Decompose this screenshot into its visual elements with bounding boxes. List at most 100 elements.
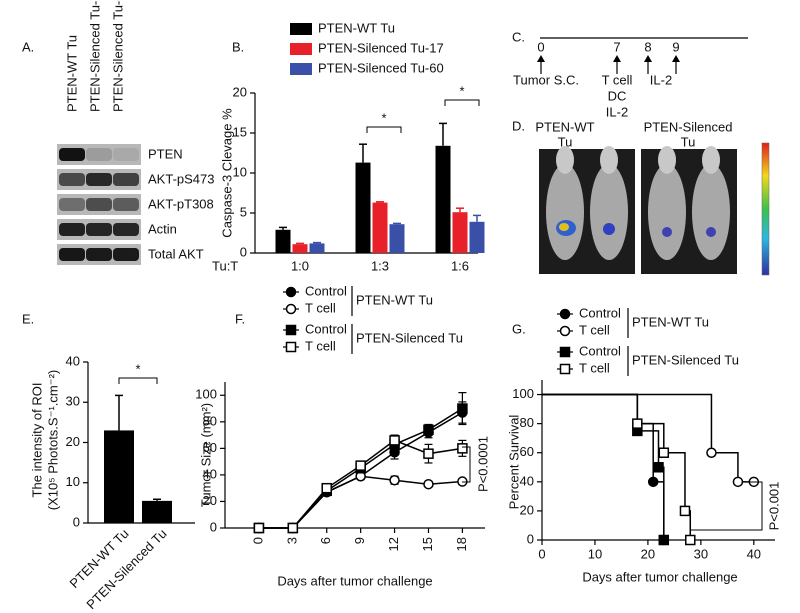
y-tick-label: 0	[73, 514, 80, 529]
blot-label: Actin	[148, 221, 177, 236]
arrow-head	[613, 55, 621, 62]
point	[653, 462, 664, 473]
y-tick-label: 0	[527, 531, 534, 546]
legend-label: PTEN-WT Tu	[318, 20, 395, 35]
panel-label: F.	[235, 311, 245, 326]
bar	[104, 430, 134, 523]
significance-bracket	[118, 377, 158, 384]
mouse-body	[590, 164, 628, 260]
x-tick-label: 0	[250, 537, 265, 544]
legend-marker	[285, 303, 297, 315]
blot-label: PTEN	[148, 146, 183, 161]
lane-label: PTEN-WT Tu	[64, 35, 79, 112]
legend-marker	[285, 324, 297, 336]
point	[287, 522, 299, 534]
legend-label: T cell	[579, 360, 610, 375]
signal	[603, 223, 615, 235]
panel-label: G.	[512, 321, 526, 336]
lane-label: PTEN-Silenced Tu-17	[87, 0, 102, 112]
x-tick-label: 9	[352, 537, 367, 544]
y-tick-label: 80	[520, 415, 534, 430]
y-axis-label: The intensity of ROI	[29, 383, 44, 498]
x-tick-label: 0	[538, 546, 545, 561]
day-label: 8	[644, 39, 651, 54]
legend-marker	[285, 341, 297, 353]
annotation: *	[135, 361, 140, 376]
image-header: PTEN-WT	[535, 119, 594, 134]
point	[658, 534, 670, 546]
legend-label: Control	[305, 283, 347, 298]
legend-group: PTEN-Silenced Tu	[632, 352, 739, 367]
blot-band	[86, 148, 112, 161]
legend-marker	[559, 363, 571, 375]
y-tick-label: 20	[233, 84, 247, 99]
survival-curve	[542, 393, 754, 483]
legend-group: PTEN-WT Tu	[356, 292, 433, 307]
legend-label: Control	[579, 343, 621, 358]
x-axis-label: Tu:T	[212, 258, 238, 273]
y-tick-label: 20	[203, 493, 217, 508]
survival-curve	[542, 393, 692, 540]
significance-bracket	[690, 481, 763, 531]
mouse-head	[556, 146, 574, 174]
blot-band	[113, 223, 139, 236]
point	[253, 522, 265, 534]
blot-band	[86, 248, 112, 261]
image-header: PTEN-Silenced	[644, 119, 733, 134]
y-tick-label: 60	[520, 444, 534, 459]
p-value: P<0.0001	[475, 436, 490, 492]
y-tick-label: 5	[240, 204, 247, 219]
blot-band	[59, 148, 85, 161]
legend-group: PTEN-WT Tu	[632, 314, 709, 329]
point	[355, 460, 366, 471]
significance-bracket	[366, 126, 402, 133]
day-label: 7	[613, 39, 620, 54]
image-header: Tu	[681, 134, 696, 149]
significance-bracket	[462, 446, 471, 483]
bar	[292, 244, 308, 253]
p-value: P<0.001	[766, 482, 781, 531]
blot-band	[59, 223, 85, 236]
blot-label: AKT-pT308	[148, 196, 214, 211]
arrow-head	[644, 55, 652, 62]
x-tick-label: 15	[420, 537, 435, 551]
point	[658, 447, 670, 458]
y-tick-label: 40	[66, 353, 80, 368]
point	[679, 505, 691, 517]
point	[423, 478, 434, 490]
event-label: DC	[608, 88, 627, 103]
x-tick-label: 40	[747, 546, 761, 561]
mouse-body	[546, 164, 584, 260]
x-tick-label: 30	[694, 546, 708, 561]
lane-label: PTEN-Silenced Tu-60	[110, 0, 125, 112]
legend-swatch	[290, 63, 312, 75]
arrow-head	[672, 55, 680, 62]
y-tick-label: 100	[512, 386, 534, 401]
signal	[559, 223, 569, 231]
bar	[355, 162, 371, 253]
event-label: IL-2	[650, 72, 672, 87]
day-label: 0	[537, 39, 544, 54]
signal	[706, 227, 716, 237]
y-tick-label: 10	[233, 164, 247, 179]
blot-band	[113, 148, 139, 161]
y-tick-label: 30	[66, 394, 80, 409]
arrow-head	[537, 55, 545, 62]
signal	[662, 227, 672, 237]
mouse-body	[648, 164, 686, 260]
blot-band	[59, 248, 85, 261]
x-tick-label: 20	[641, 546, 655, 561]
y-tick-label: 15	[233, 124, 247, 139]
point	[706, 447, 717, 458]
y-tick-label: 20	[66, 434, 80, 449]
mouse-head	[658, 146, 676, 174]
x-axis-label: Days after tumor challenge	[582, 569, 737, 584]
point	[647, 476, 659, 488]
point	[321, 482, 332, 494]
legend-label: T cell	[305, 338, 336, 353]
blot-band	[59, 173, 85, 186]
y-axis-label: Percent Survival	[506, 415, 521, 510]
x-tick-label: 18	[454, 537, 469, 551]
blot-band	[113, 173, 139, 186]
